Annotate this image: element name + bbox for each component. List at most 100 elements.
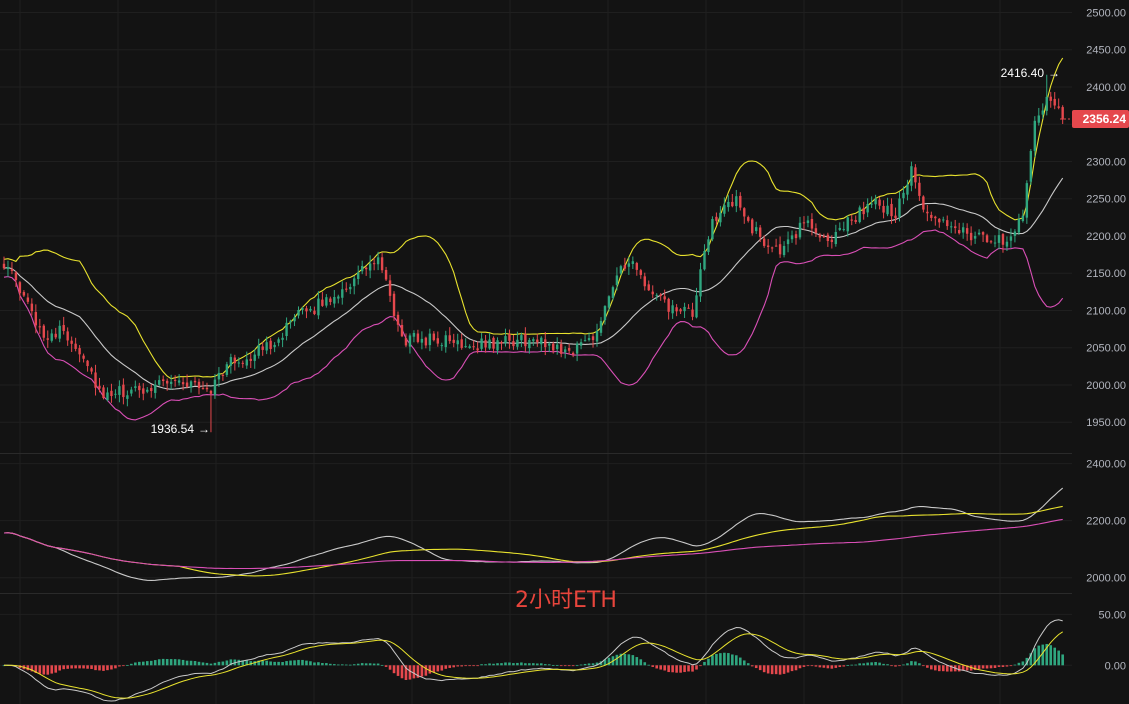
- candle[interactable]: [10, 262, 14, 275]
- candle[interactable]: [755, 221, 758, 235]
- candle[interactable]: [197, 378, 201, 395]
- candle[interactable]: [428, 328, 432, 352]
- candle[interactable]: [786, 231, 790, 253]
- candle[interactable]: [484, 334, 487, 353]
- candle[interactable]: [118, 380, 121, 403]
- candle[interactable]: [289, 319, 292, 329]
- candle[interactable]: [205, 382, 209, 392]
- candle[interactable]: [66, 327, 69, 346]
- candle[interactable]: [1013, 229, 1017, 243]
- candle[interactable]: [181, 377, 185, 391]
- candle[interactable]: [854, 215, 857, 224]
- candle[interactable]: [221, 373, 225, 381]
- candle[interactable]: [285, 317, 288, 341]
- candle[interactable]: [977, 229, 981, 236]
- candle[interactable]: [368, 255, 372, 279]
- candle[interactable]: [400, 319, 404, 338]
- candle[interactable]: [544, 331, 547, 356]
- candle[interactable]: [878, 196, 881, 210]
- candle[interactable]: [500, 340, 503, 350]
- candle[interactable]: [850, 214, 853, 226]
- candle[interactable]: [38, 318, 42, 334]
- candle[interactable]: [989, 240, 993, 244]
- candle[interactable]: [866, 198, 869, 218]
- candle[interactable]: [556, 337, 559, 355]
- candle[interactable]: [782, 241, 786, 258]
- candle[interactable]: [1029, 149, 1033, 185]
- candle[interactable]: [78, 345, 81, 363]
- candle[interactable]: [456, 333, 459, 352]
- candle[interactable]: [150, 384, 153, 398]
- candle[interactable]: [46, 330, 49, 348]
- candle[interactable]: [392, 291, 396, 321]
- candle[interactable]: [890, 198, 893, 224]
- candle[interactable]: [667, 297, 670, 320]
- candle[interactable]: [333, 290, 336, 308]
- candle[interactable]: [743, 207, 746, 224]
- candle[interactable]: [1021, 209, 1025, 223]
- candle[interactable]: [739, 192, 742, 211]
- candle[interactable]: [512, 334, 515, 350]
- candle[interactable]: [62, 316, 65, 335]
- candle[interactable]: [683, 302, 686, 318]
- candle[interactable]: [138, 382, 141, 398]
- candle[interactable]: [794, 230, 798, 245]
- candle[interactable]: [902, 186, 905, 205]
- candle[interactable]: [480, 333, 483, 351]
- candle[interactable]: [528, 337, 531, 354]
- candle[interactable]: [416, 329, 420, 344]
- candle[interactable]: [261, 342, 264, 356]
- candle[interactable]: [663, 289, 666, 303]
- candle[interactable]: [126, 390, 129, 407]
- candle[interactable]: [229, 353, 233, 374]
- candle[interactable]: [82, 353, 85, 363]
- candle[interactable]: [2, 256, 6, 270]
- candle[interactable]: [914, 164, 917, 189]
- candle[interactable]: [154, 380, 157, 399]
- candle[interactable]: [110, 383, 113, 403]
- candle[interactable]: [444, 330, 447, 353]
- candle[interactable]: [691, 302, 694, 321]
- candle[interactable]: [934, 215, 937, 226]
- candle[interactable]: [579, 338, 583, 350]
- candle[interactable]: [424, 336, 428, 349]
- candle[interactable]: [249, 352, 252, 369]
- candle[interactable]: [50, 329, 53, 343]
- candle[interactable]: [301, 306, 304, 315]
- candle[interactable]: [950, 221, 953, 234]
- candle[interactable]: [372, 257, 376, 271]
- candle[interactable]: [54, 327, 57, 340]
- candle[interactable]: [699, 262, 702, 302]
- candle[interactable]: [882, 200, 885, 219]
- candle[interactable]: [758, 224, 762, 242]
- candle[interactable]: [42, 324, 45, 342]
- candle[interactable]: [177, 374, 181, 386]
- candle[interactable]: [707, 236, 710, 256]
- candle[interactable]: [70, 336, 73, 352]
- candle[interactable]: [862, 201, 865, 220]
- candle[interactable]: [659, 292, 662, 301]
- candle[interactable]: [942, 216, 945, 223]
- candle[interactable]: [623, 257, 627, 272]
- candle[interactable]: [6, 260, 10, 277]
- candle[interactable]: [18, 280, 22, 301]
- candle[interactable]: [106, 387, 109, 402]
- candle[interactable]: [193, 376, 197, 386]
- candle[interactable]: [233, 354, 237, 371]
- candle[interactable]: [440, 342, 443, 351]
- candle[interactable]: [735, 189, 738, 213]
- candle[interactable]: [396, 311, 400, 332]
- candle[interactable]: [591, 333, 595, 348]
- candle[interactable]: [985, 233, 989, 244]
- candle[interactable]: [731, 193, 734, 208]
- candle[interactable]: [213, 374, 217, 399]
- candle[interactable]: [603, 305, 607, 325]
- candle[interactable]: [337, 294, 340, 304]
- candle[interactable]: [34, 304, 38, 334]
- candle[interactable]: [364, 266, 368, 276]
- candle[interactable]: [376, 251, 380, 271]
- candle[interactable]: [201, 381, 205, 390]
- candle[interactable]: [675, 304, 678, 317]
- candle[interactable]: [1049, 91, 1052, 108]
